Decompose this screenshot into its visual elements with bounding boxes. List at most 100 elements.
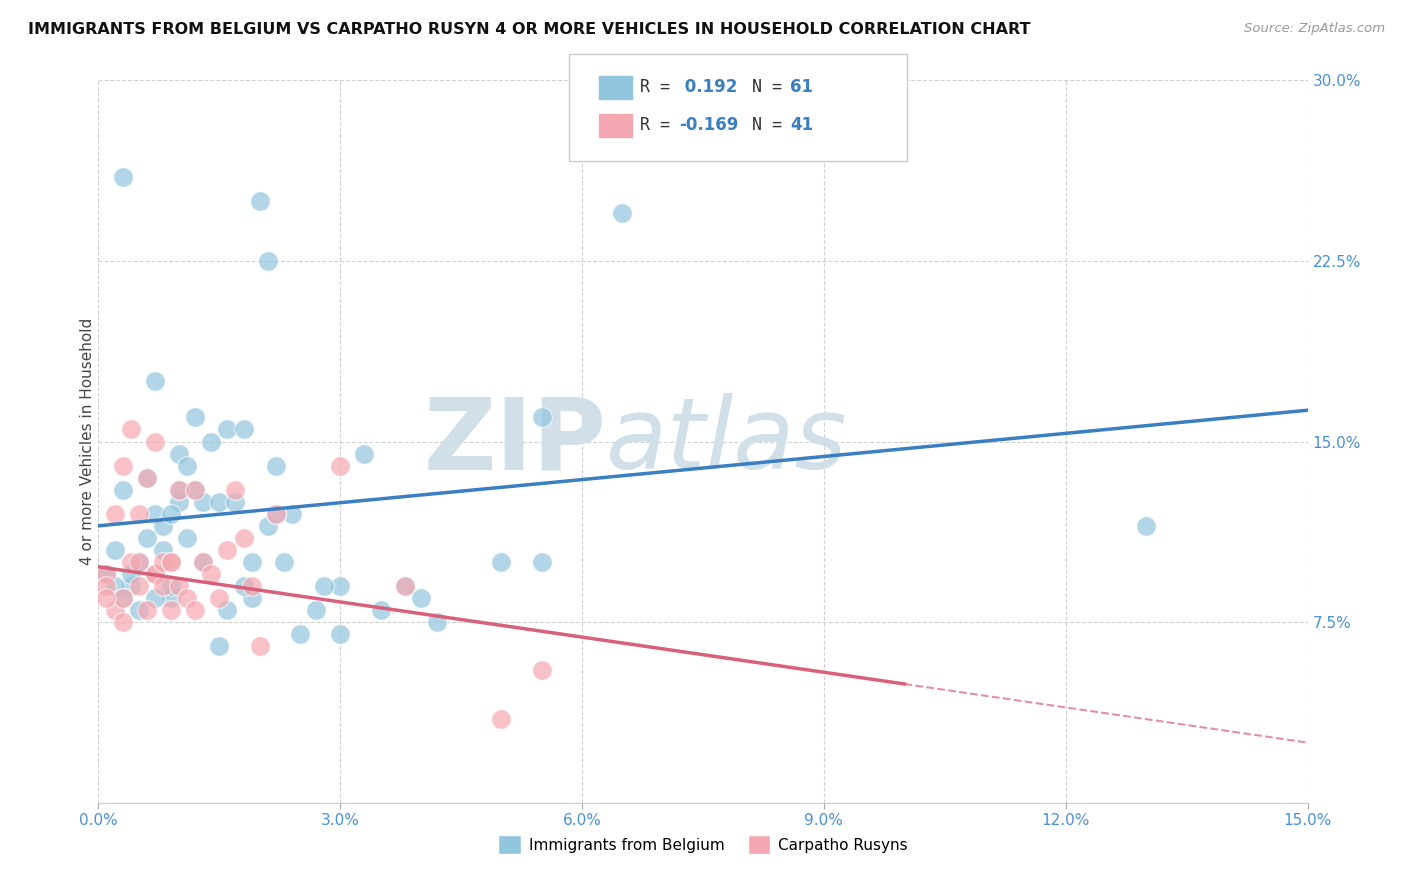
Point [143, 567, 166, 582]
Point [128, 603, 150, 617]
Point [426, 615, 449, 630]
Point [193, 555, 215, 569]
Point [249, 639, 271, 653]
Point [394, 579, 416, 593]
Point [135, 470, 157, 484]
Text: R =: R = [640, 78, 679, 95]
Point [128, 555, 150, 569]
Point [96, 567, 118, 582]
Point [103, 603, 125, 617]
Point [329, 579, 352, 593]
Point [224, 494, 246, 508]
Point [128, 555, 150, 569]
Point [111, 591, 134, 605]
Point [281, 507, 304, 521]
Point [217, 542, 239, 557]
Point [176, 458, 198, 473]
Point [256, 518, 278, 533]
Point [232, 531, 254, 545]
Text: ZIP: ZIP [423, 393, 606, 490]
Text: Source: ZipAtlas.com: Source: ZipAtlas.com [1244, 22, 1385, 36]
Point [256, 253, 278, 268]
Point [103, 579, 125, 593]
Point [200, 567, 222, 582]
Point [167, 446, 190, 460]
Text: N =: N = [752, 78, 792, 95]
Text: -0.169: -0.169 [679, 116, 738, 134]
Point [160, 591, 183, 605]
Point [120, 422, 142, 436]
Point [329, 458, 352, 473]
Point [232, 422, 254, 436]
Point [208, 494, 231, 508]
Point [167, 494, 190, 508]
Point [264, 458, 287, 473]
Point [273, 555, 295, 569]
Point [240, 579, 263, 593]
Point [96, 591, 118, 605]
Point [135, 531, 157, 545]
Point [370, 603, 392, 617]
Point [184, 483, 207, 497]
Point [224, 483, 246, 497]
Point [111, 458, 134, 473]
Point [409, 591, 432, 605]
Point [135, 470, 157, 484]
Point [160, 555, 183, 569]
Text: 0.192: 0.192 [679, 78, 738, 95]
Point [530, 664, 553, 678]
Point [111, 615, 134, 630]
Point [111, 169, 134, 184]
Text: R =: R = [640, 116, 679, 134]
Point [143, 374, 166, 388]
Point [288, 627, 311, 641]
Point [120, 567, 142, 582]
Point [193, 494, 215, 508]
Point [264, 507, 287, 521]
Text: IMMIGRANTS FROM BELGIUM VS CARPATHO RUSYN 4 OR MORE VEHICLES IN HOUSEHOLD CORREL: IMMIGRANTS FROM BELGIUM VS CARPATHO RUSY… [28, 22, 1031, 37]
Point [612, 205, 634, 219]
Point [394, 579, 416, 593]
Legend: Immigrants from Belgium, Carpatho Rusyns: Immigrants from Belgium, Carpatho Rusyns [492, 830, 914, 860]
Point [152, 518, 174, 533]
Point [167, 579, 190, 593]
Point [240, 555, 263, 569]
Point [152, 555, 174, 569]
Point [200, 434, 222, 449]
Point [143, 434, 166, 449]
Text: atlas: atlas [606, 393, 848, 490]
Point [167, 483, 190, 497]
Point [135, 603, 157, 617]
Point [240, 591, 263, 605]
Point [193, 555, 215, 569]
Point [143, 591, 166, 605]
Point [96, 579, 118, 593]
Point [120, 555, 142, 569]
Point [217, 422, 239, 436]
Point [176, 531, 198, 545]
Point [305, 603, 328, 617]
Point [103, 507, 125, 521]
Point [120, 579, 142, 593]
Point [353, 446, 375, 460]
Point [208, 591, 231, 605]
Point [491, 555, 513, 569]
Point [160, 507, 183, 521]
Point [184, 483, 207, 497]
Point [491, 712, 513, 726]
Text: 61: 61 [790, 78, 813, 95]
Point [264, 507, 287, 521]
Point [249, 194, 271, 208]
Point [128, 507, 150, 521]
Point [176, 591, 198, 605]
Point [167, 483, 190, 497]
Point [152, 542, 174, 557]
Point [152, 579, 174, 593]
Text: N =: N = [752, 116, 792, 134]
Point [96, 567, 118, 582]
Point [530, 410, 553, 425]
Text: 41: 41 [790, 116, 813, 134]
Point [128, 579, 150, 593]
Point [160, 603, 183, 617]
Point [111, 591, 134, 605]
